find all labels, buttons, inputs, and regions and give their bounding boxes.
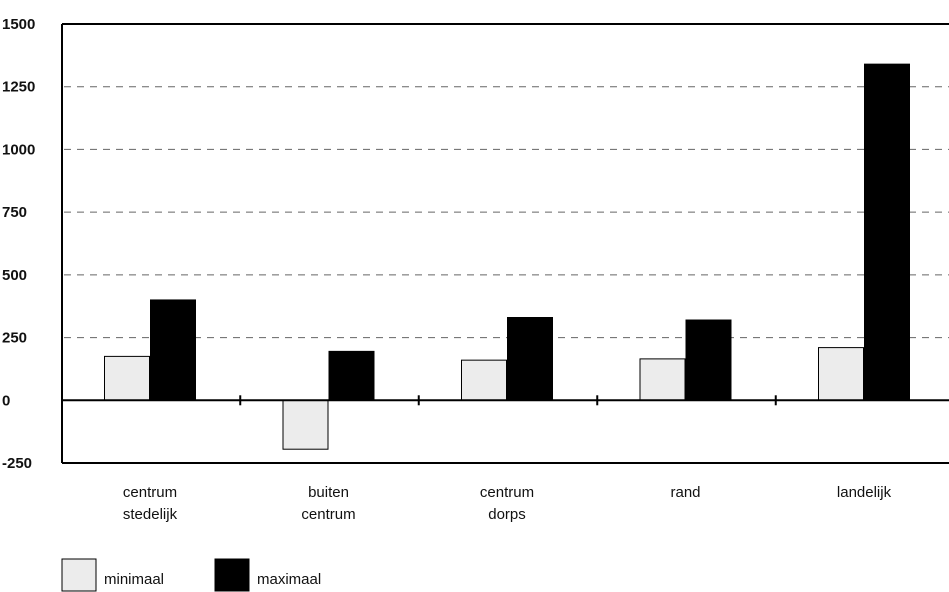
x-category-label: centrum [480, 484, 534, 501]
legend-swatch-minimaal [61, 558, 97, 592]
x-category-label: buiten [308, 484, 349, 501]
legend-label-minimaal: minimaal [104, 571, 164, 588]
bar-minimaal-4 [818, 347, 864, 401]
x-category-label: landelijk [837, 484, 892, 501]
y-tick-label: 500 [2, 267, 27, 284]
x-category-label: rand [670, 484, 700, 501]
x-category-label: centrum [123, 484, 177, 501]
y-axis-ticks: 1500 1250 1000 750 500 250 0 -250 [2, 16, 35, 472]
legend: minimaal maximaal [61, 558, 321, 592]
plot-frame [61, 23, 949, 464]
y-tick-label: 250 [2, 330, 27, 347]
legend-label-maximaal: maximaal [257, 571, 321, 588]
y-tick-label: 0 [2, 392, 10, 409]
x-category-label: stedelijk [123, 506, 178, 523]
bar-minimaal-2 [461, 359, 507, 401]
legend-swatch-maximaal [214, 558, 250, 592]
bar-minimaal-3 [639, 358, 686, 401]
bar-maximaal-1 [328, 350, 375, 401]
zero-axis [62, 395, 949, 406]
x-category-label: dorps [488, 506, 526, 523]
y-tick-label: 750 [2, 204, 27, 221]
bars [104, 63, 910, 450]
bar-minimaal-1 [282, 399, 329, 450]
y-tick-label: 1000 [2, 141, 35, 158]
bar-maximaal-2 [507, 317, 553, 401]
x-axis-categories: centrum stedelijk buiten centrum centrum dorp… [123, 484, 892, 523]
gridlines [64, 86, 949, 339]
bar-maximaal-4 [864, 63, 910, 401]
bar-minimaal-0 [104, 355, 150, 401]
bar-maximaal-0 [150, 299, 196, 401]
y-tick-label: 1500 [2, 16, 35, 33]
y-tick-label: -250 [2, 455, 32, 472]
x-category-label: centrum [301, 506, 355, 523]
bar-maximaal-3 [685, 319, 732, 401]
y-tick-label: 1250 [2, 79, 35, 96]
